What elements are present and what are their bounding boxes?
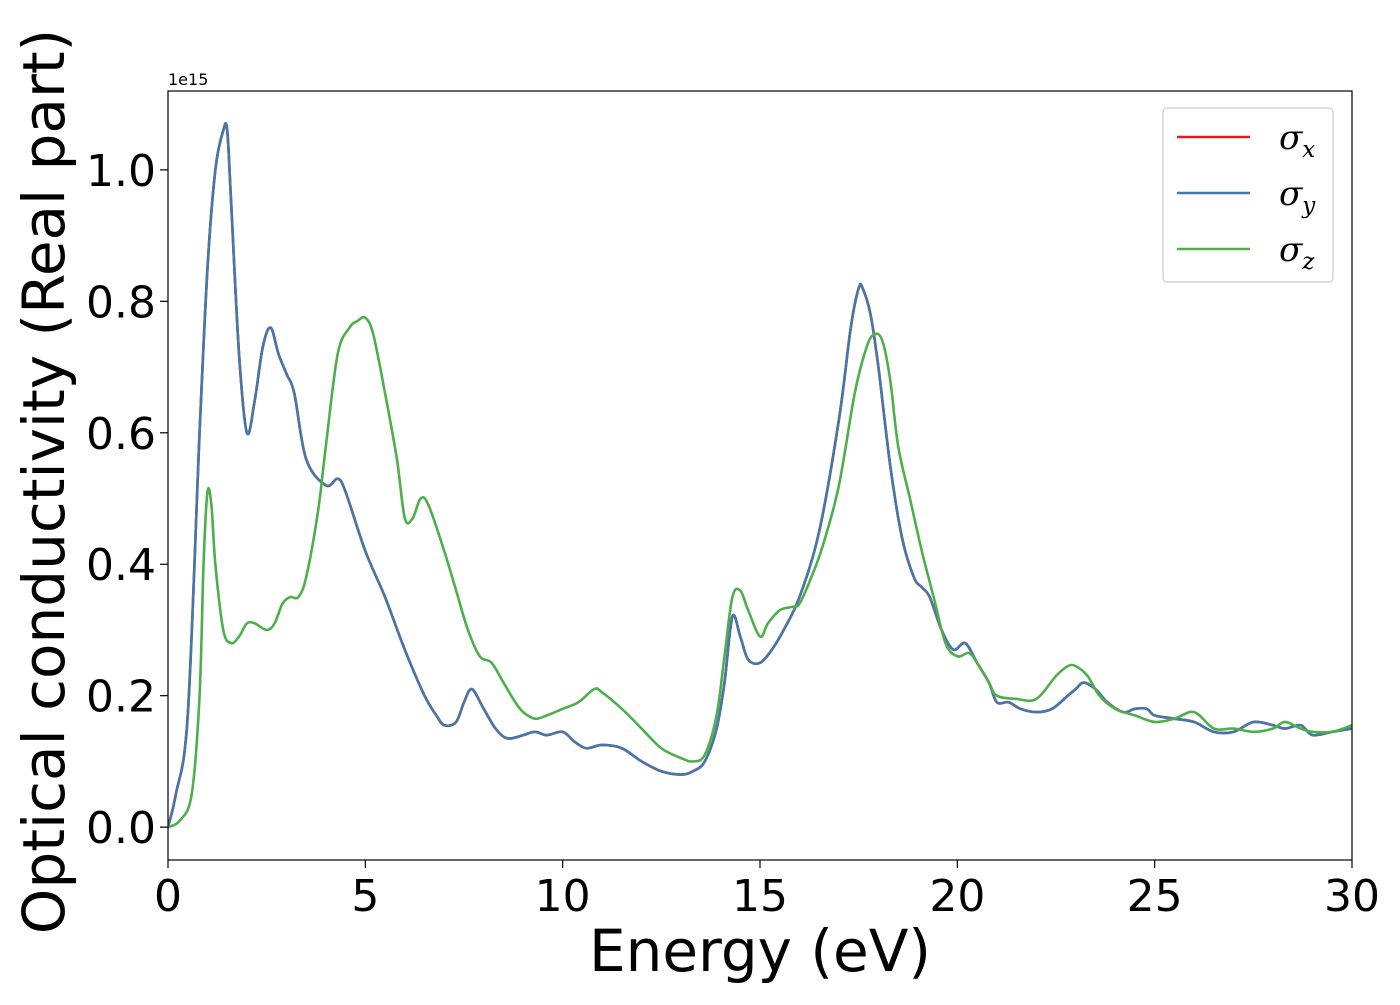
- legend: σx σy σz: [1162, 107, 1334, 283]
- x-axis-ticks: 0 5 10 15 20 25 30: [154, 860, 1380, 922]
- x-tick-label: 15: [732, 871, 788, 922]
- legend-label: σy: [1279, 174, 1316, 219]
- y-tick-label: 0.8: [86, 277, 156, 328]
- x-tick-label: 0: [154, 871, 182, 922]
- x-tick-label: 5: [351, 871, 379, 922]
- series-line-z: [168, 315, 1352, 829]
- legend-label: σx: [1279, 118, 1315, 163]
- x-tick-label: 10: [535, 871, 591, 922]
- y-tick-label: 1.0: [86, 146, 156, 197]
- legend-item-z: σz: [1177, 230, 1315, 275]
- legend-label: σz: [1279, 230, 1315, 275]
- y-tick-label: 0.0: [86, 803, 156, 854]
- y-tick-label: 0.2: [86, 672, 156, 723]
- series-layer: [168, 122, 1352, 829]
- x-tick-label: 30: [1324, 871, 1380, 922]
- x-axis-label: Energy (eV): [589, 917, 931, 985]
- legend-box: [1162, 107, 1334, 283]
- y-tick-label: 0.4: [86, 540, 156, 591]
- y-tick-label: 0.6: [86, 409, 156, 460]
- legend-items: σx σy σz: [1177, 118, 1316, 275]
- series-line-y: [168, 122, 1352, 829]
- y-axis-offset-text: 1e15: [168, 70, 208, 89]
- legend-item-y: σy: [1177, 174, 1316, 219]
- x-tick-label: 25: [1127, 871, 1183, 922]
- y-axis-ticks: 0.0 0.2 0.4 0.6 0.8 1.0: [86, 146, 168, 854]
- x-tick-label: 20: [929, 871, 985, 922]
- y-axis-label: Optical conductivity (Real part): [10, 29, 78, 934]
- legend-item-x: σx: [1177, 118, 1315, 163]
